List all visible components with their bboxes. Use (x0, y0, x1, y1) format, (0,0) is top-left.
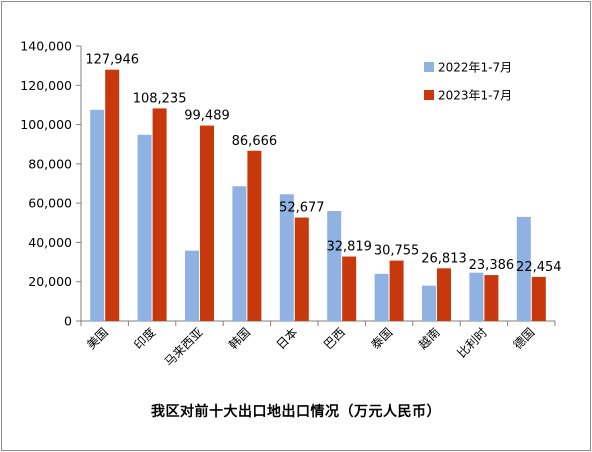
data-label: 32,819 (326, 240, 372, 255)
category-label: 越南 (415, 325, 443, 353)
bar (422, 285, 436, 321)
bar (389, 260, 404, 321)
bar (531, 276, 546, 321)
category-label: 印度 (131, 325, 159, 353)
y-tick-label: 100,000 (20, 117, 72, 132)
data-label: 22,454 (516, 260, 562, 275)
bar (374, 273, 389, 321)
y-tick-label: 120,000 (20, 78, 72, 93)
data-label: 30,755 (374, 244, 420, 259)
data-label: 26,813 (421, 251, 467, 266)
chart-title: 我区对前十大出口地出口情况（万元人民币） (151, 404, 441, 420)
legend: 2022年1-7月 2023年1-7月 (424, 61, 512, 103)
bar (137, 134, 152, 321)
y-tick-label: 60,000 (28, 196, 72, 211)
data-label: 127,946 (85, 53, 139, 68)
category-labels: 美国 印度 马来西亚 韩国 日本 巴西 泰国 越南 比利时 德国 (84, 325, 537, 370)
bar (232, 186, 247, 321)
y-tick-label: 40,000 (28, 235, 72, 250)
bar (342, 256, 357, 321)
legend-label: 2023年1-7月 (438, 89, 512, 103)
bar (90, 109, 105, 321)
bar (294, 217, 309, 321)
bar (152, 108, 167, 321)
category-label: 马来西亚 (162, 325, 206, 369)
y-tick-label: 140,000 (20, 39, 72, 54)
bar (185, 250, 199, 321)
bar (516, 216, 531, 321)
legend-swatch (424, 62, 434, 72)
data-label: 52,677 (279, 201, 325, 216)
bar (437, 268, 451, 321)
x-axis (80, 320, 556, 326)
category-label: 泰国 (368, 325, 395, 352)
data-label: 23,386 (469, 258, 515, 273)
bar (247, 150, 262, 321)
category-label: 比利时 (455, 325, 490, 360)
legend-swatch (424, 90, 434, 100)
bar (200, 125, 214, 321)
bars (90, 69, 546, 322)
category-label: 日本 (274, 325, 301, 352)
bar (279, 194, 294, 321)
bar (484, 275, 499, 321)
legend-label: 2022年1-7月 (438, 61, 512, 75)
category-label: 巴西 (321, 325, 348, 352)
y-axis: 0 20,000 40,000 60,000 80,000 100,000 120,000 1… (20, 39, 82, 329)
y-tick-label: 20,000 (28, 274, 72, 289)
bar (327, 211, 342, 321)
category-label: 韩国 (225, 325, 253, 353)
category-label: 德国 (510, 325, 538, 353)
category-label: 美国 (84, 325, 111, 352)
data-label: 99,489 (184, 109, 230, 124)
bar (105, 69, 120, 322)
y-tick-label: 80,000 (28, 156, 72, 171)
y-tick-label: 0 (64, 314, 72, 329)
data-label: 86,666 (232, 134, 278, 149)
data-label: 108,235 (133, 91, 187, 106)
bar (469, 272, 484, 321)
